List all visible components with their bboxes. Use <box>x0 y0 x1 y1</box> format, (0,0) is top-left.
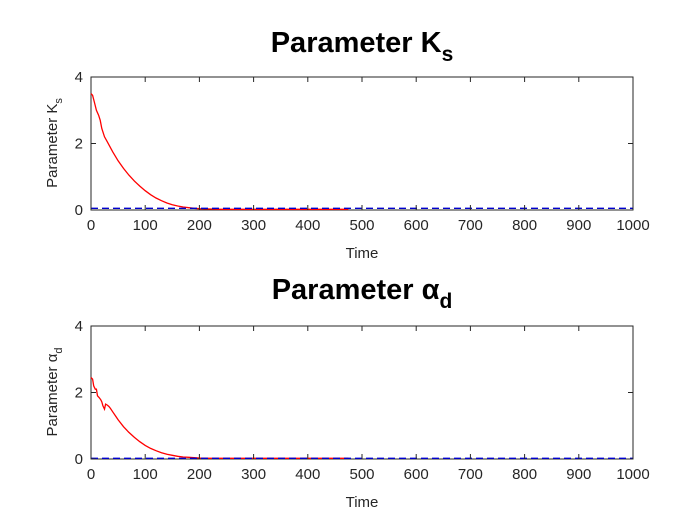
subplot-alpha-d: Parameter αd 0 100 200 300 400 500 600 700 800 90… <box>44 274 650 511</box>
x-tick-label: 200 <box>187 466 212 483</box>
alpha-d-y-ticks: 0 2 4 <box>75 318 633 468</box>
ks-x-ticks: 0 100 200 300 400 500 600 700 800 900 1000 <box>87 77 650 234</box>
x-tick-label: 100 <box>133 217 158 234</box>
x-tick-label: 1000 <box>616 466 649 483</box>
x-tick-label: 1000 <box>616 217 649 234</box>
ks-title: Parameter Ks <box>271 27 454 66</box>
x-tick-label: 400 <box>295 466 320 483</box>
ks-axes-box <box>90 76 634 211</box>
x-tick-label: 700 <box>458 466 483 483</box>
x-tick-label: 300 <box>241 217 266 234</box>
ks-y-ticks: 0 2 4 <box>75 69 633 219</box>
ks-ylabel: Parameter Ks <box>44 98 65 188</box>
alpha-d-axes-box <box>90 325 634 460</box>
y-tick-label: 2 <box>75 136 83 153</box>
x-tick-label: 500 <box>349 217 374 234</box>
y-tick-label: 4 <box>75 69 83 86</box>
x-tick-label: 0 <box>87 217 95 234</box>
subplot-ks: Parameter Ks 0 100 200 300 400 500 600 700 800 90… <box>44 27 650 262</box>
y-tick-label: 0 <box>75 451 83 468</box>
y-tick-label: 0 <box>75 202 83 219</box>
x-tick-label: 600 <box>404 466 429 483</box>
x-tick-label: 800 <box>512 466 537 483</box>
series-line-1-0 <box>90 377 349 459</box>
x-tick-label: 400 <box>295 217 320 234</box>
x-tick-label: 900 <box>566 466 591 483</box>
ks-xlabel: Time <box>346 245 379 262</box>
y-tick-label: 4 <box>75 318 83 335</box>
alpha-d-title: Parameter αd <box>272 274 453 313</box>
x-tick-label: 300 <box>241 466 266 483</box>
x-tick-label: 700 <box>458 217 483 234</box>
x-tick-label: 200 <box>187 217 212 234</box>
x-tick-label: 100 <box>133 466 158 483</box>
x-tick-label: 800 <box>512 217 537 234</box>
x-tick-label: 900 <box>566 217 591 234</box>
y-tick-label: 2 <box>75 385 83 402</box>
x-tick-label: 500 <box>349 466 374 483</box>
alpha-d-xlabel: Time <box>346 494 379 511</box>
alpha-d-ylabel: Parameter αd <box>44 348 65 437</box>
x-tick-label: 0 <box>87 466 95 483</box>
x-tick-label: 600 <box>404 217 429 234</box>
series-line-0-0 <box>90 93 349 210</box>
alpha-d-x-ticks: 0 100 200 300 400 500 600 700 800 900 1000 <box>87 326 650 483</box>
